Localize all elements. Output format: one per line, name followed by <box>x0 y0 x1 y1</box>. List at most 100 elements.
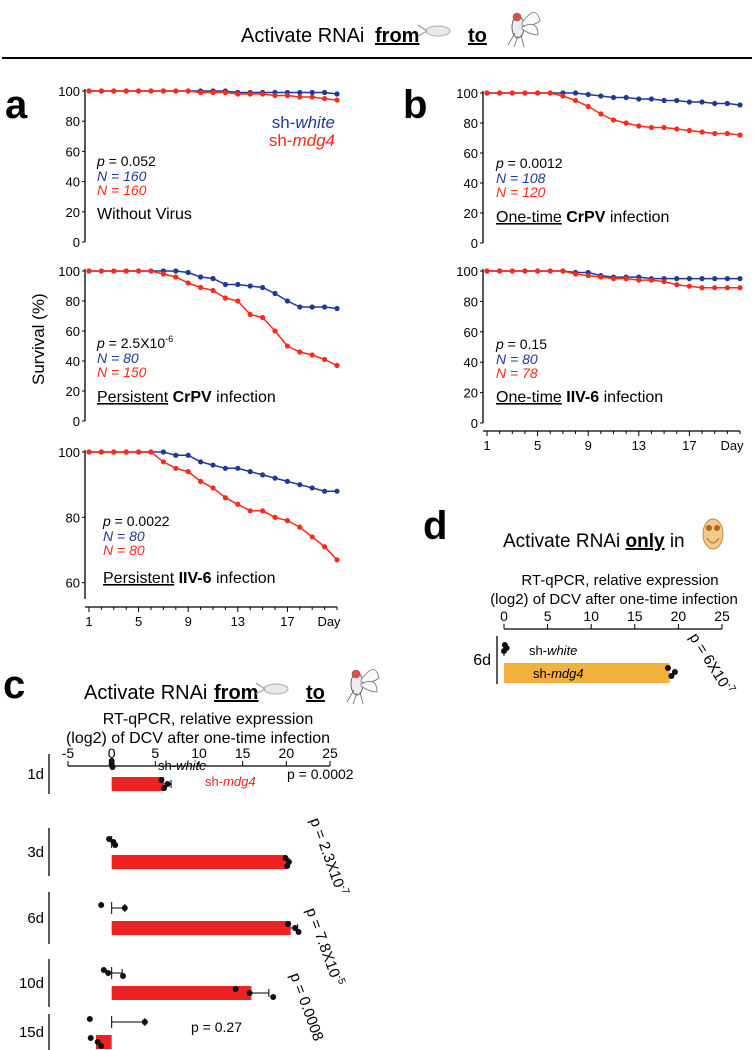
sh-mdg4-label: sh-mdg4 <box>205 774 256 789</box>
p-value-text: p = 0.27 <box>191 1019 242 1035</box>
x-tick-label: 9 <box>185 614 192 629</box>
data-point-white <box>334 488 340 494</box>
data-point-white <box>737 276 743 282</box>
label-prefix: sh- <box>205 774 223 789</box>
data-point-mdg4 <box>699 129 705 135</box>
n-mdg4: N = 150 <box>97 364 147 380</box>
data-point-mdg4 <box>111 449 117 455</box>
x-tick-label: 20 <box>671 608 687 624</box>
mdg4-data-point <box>292 925 299 931</box>
mdg4-data-point <box>164 781 171 787</box>
y-tick-label: 20 <box>66 205 80 220</box>
y-tick-label: 60 <box>66 324 80 339</box>
x-tick-label: 13 <box>231 614 245 629</box>
label-italic: white <box>176 758 206 773</box>
y-tick-label: 80 <box>66 510 80 525</box>
data-point-mdg4 <box>111 88 117 94</box>
data-point-white <box>585 91 591 98</box>
data-point-mdg4 <box>86 449 92 455</box>
data-point-mdg4 <box>98 449 104 455</box>
x-tick-label: 5 <box>151 745 159 761</box>
white-data-point <box>86 1016 93 1022</box>
data-point-mdg4 <box>160 271 166 277</box>
y-tick-label: 20 <box>464 206 478 221</box>
y-tick-label: 0 <box>73 414 80 429</box>
header-from: from <box>375 25 419 47</box>
data-point-mdg4 <box>724 130 730 137</box>
data-point-mdg4 <box>173 465 179 471</box>
legend-white-italic: white <box>295 113 335 132</box>
y-tick-label: 40 <box>66 175 80 190</box>
white-data-point <box>112 842 119 848</box>
data-point-white <box>322 304 328 310</box>
white-data-point <box>105 970 112 976</box>
data-point-white <box>222 465 228 471</box>
p-value-exponent: -7 <box>338 884 352 897</box>
x-tick-label: 5 <box>544 608 552 624</box>
data-point-mdg4 <box>173 88 179 94</box>
data-point-white <box>572 90 579 96</box>
data-point-mdg4 <box>724 285 730 291</box>
data-point-white <box>185 269 191 276</box>
p-symbol: p <box>495 336 504 352</box>
data-point-white <box>235 281 241 288</box>
y-tick-label: 100 <box>456 264 478 279</box>
p-value-text: p = 0.0002 <box>287 766 354 782</box>
data-point-white <box>185 452 191 458</box>
data-point-white <box>309 304 315 310</box>
data-point-mdg4 <box>623 120 629 126</box>
n-white: N = 160 <box>97 168 147 184</box>
title-bold: only <box>625 531 664 552</box>
white-data-point <box>501 648 507 654</box>
x-tick-label: 17 <box>280 614 294 629</box>
data-point-mdg4 <box>272 514 278 520</box>
y-tick-label: 0 <box>471 416 478 431</box>
data-point-white <box>686 99 693 105</box>
sh-white-label: sh-white <box>158 758 206 773</box>
data-point-mdg4 <box>309 534 315 540</box>
label-prefix: sh- <box>158 758 176 773</box>
data-point-mdg4 <box>598 274 604 280</box>
data-point-mdg4 <box>235 91 241 97</box>
panel-c-header-prefix: Activate RNAi <box>84 682 207 704</box>
data-point-mdg4 <box>198 478 204 484</box>
data-point-white <box>210 275 216 282</box>
p-value-exponent: -5 <box>334 974 348 987</box>
row-label: 3d <box>27 844 44 861</box>
bar-row-15d: 15d p = 0.27 <box>19 1014 242 1050</box>
y-tick-label: 80 <box>66 114 80 129</box>
y-tick-label: 60 <box>464 325 478 340</box>
p-value: p = 0.0002 <box>287 766 354 782</box>
mdg4-data-point <box>161 785 168 791</box>
p-value: p = 0.15 <box>495 336 547 352</box>
data-point-white <box>297 482 303 488</box>
n-mdg4: N = 78 <box>496 365 538 381</box>
data-point-mdg4 <box>484 90 490 96</box>
caption-underlined: One-time <box>496 209 562 226</box>
data-point-mdg4 <box>686 283 693 289</box>
data-point-white <box>272 475 278 481</box>
caption-bold: IIV-6 <box>566 389 599 406</box>
data-point-mdg4 <box>322 356 328 363</box>
data-point-mdg4 <box>272 328 278 334</box>
y-tick-label: 60 <box>66 576 80 591</box>
mdg4-bar <box>111 921 291 935</box>
data-point-mdg4 <box>737 132 743 138</box>
x-tick-label: 15 <box>627 608 643 624</box>
data-point-mdg4 <box>535 90 541 96</box>
data-point-white <box>661 97 667 104</box>
data-point-mdg4 <box>86 88 92 94</box>
row-label: 6d <box>27 910 44 927</box>
mdg4-data-point <box>98 1043 105 1049</box>
data-point-mdg4 <box>260 508 266 514</box>
data-point-white <box>334 91 340 97</box>
bar-row-10d: 10d p = 0.0008 <box>19 959 327 1043</box>
panel-c-header: Activate RNAi from to <box>84 669 380 705</box>
mdg4-data-point <box>671 669 678 675</box>
p-symbol: p <box>96 335 105 351</box>
data-point-mdg4 <box>260 314 266 321</box>
y-tick-label: 40 <box>66 354 80 369</box>
data-point-mdg4 <box>585 272 591 279</box>
x-tick-label: 25 <box>714 608 730 624</box>
